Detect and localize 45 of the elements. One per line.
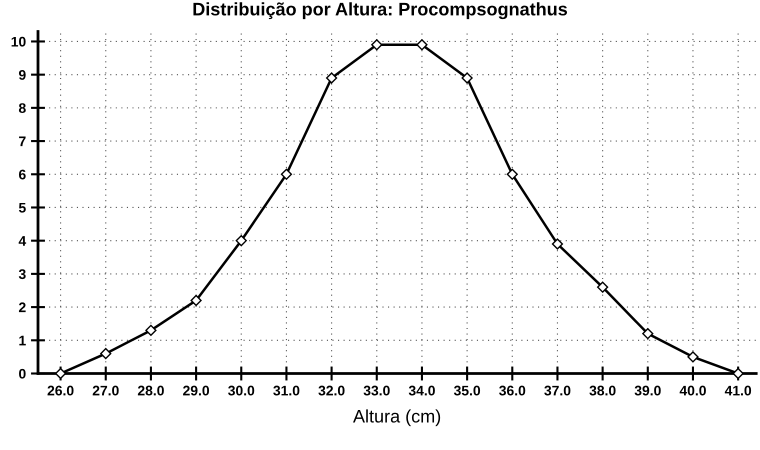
y-tick-label: 4 [18,236,26,246]
point [687,351,699,363]
x-tick-label: 41.0 [724,386,752,396]
y-tick-label: 10 [12,36,26,47]
x-tick-label: 32.0 [318,386,345,396]
y-tick-label: 1 [19,336,26,346]
point [326,72,338,84]
x-tick-label: 38.0 [589,386,616,396]
y-tick-label: 0 [19,368,26,379]
y-tick-label: 9 [18,70,26,80]
x-tick-label: 34.0 [408,386,435,396]
point [597,282,608,293]
y-tick-label: 8 [18,103,26,114]
y-tick-label: 2 [18,302,26,312]
point [54,368,66,380]
point [732,368,744,380]
x-tick-label: 36.0 [499,386,526,396]
point [100,348,112,360]
x-tick-label: 35.0 [454,386,480,396]
x-tick-label: 27.0 [92,386,119,396]
x-tick-label: 31.0 [273,386,300,396]
x-tick-label: 26.0 [48,386,74,396]
y-tick-label: 3 [18,269,26,280]
x-tick-label: 40.0 [680,386,706,396]
point [145,324,157,336]
point [462,72,473,84]
x-tick-label: 33.0 [364,386,390,396]
y-tick-label: 6 [18,170,26,180]
x-tick-label: 28.0 [138,386,164,396]
point [416,39,428,50]
point [371,39,382,50]
point [190,294,202,306]
chart-title: Distribuição por Altura: Procompsognathus [193,2,568,20]
point [642,328,654,340]
point [236,235,247,246]
y-tick-label: 7 [19,136,26,146]
x-tick-label: 30.0 [228,386,254,396]
x-tick-label: 39.0 [634,386,661,396]
point [280,168,292,180]
x-tick-label: 29.0 [183,386,210,396]
y-tick-label: 5 [18,202,26,213]
point [552,238,564,250]
point [506,168,518,180]
x-axis-title: Altura (cm) [353,409,440,426]
x-tick-label: 37.0 [544,386,570,396]
